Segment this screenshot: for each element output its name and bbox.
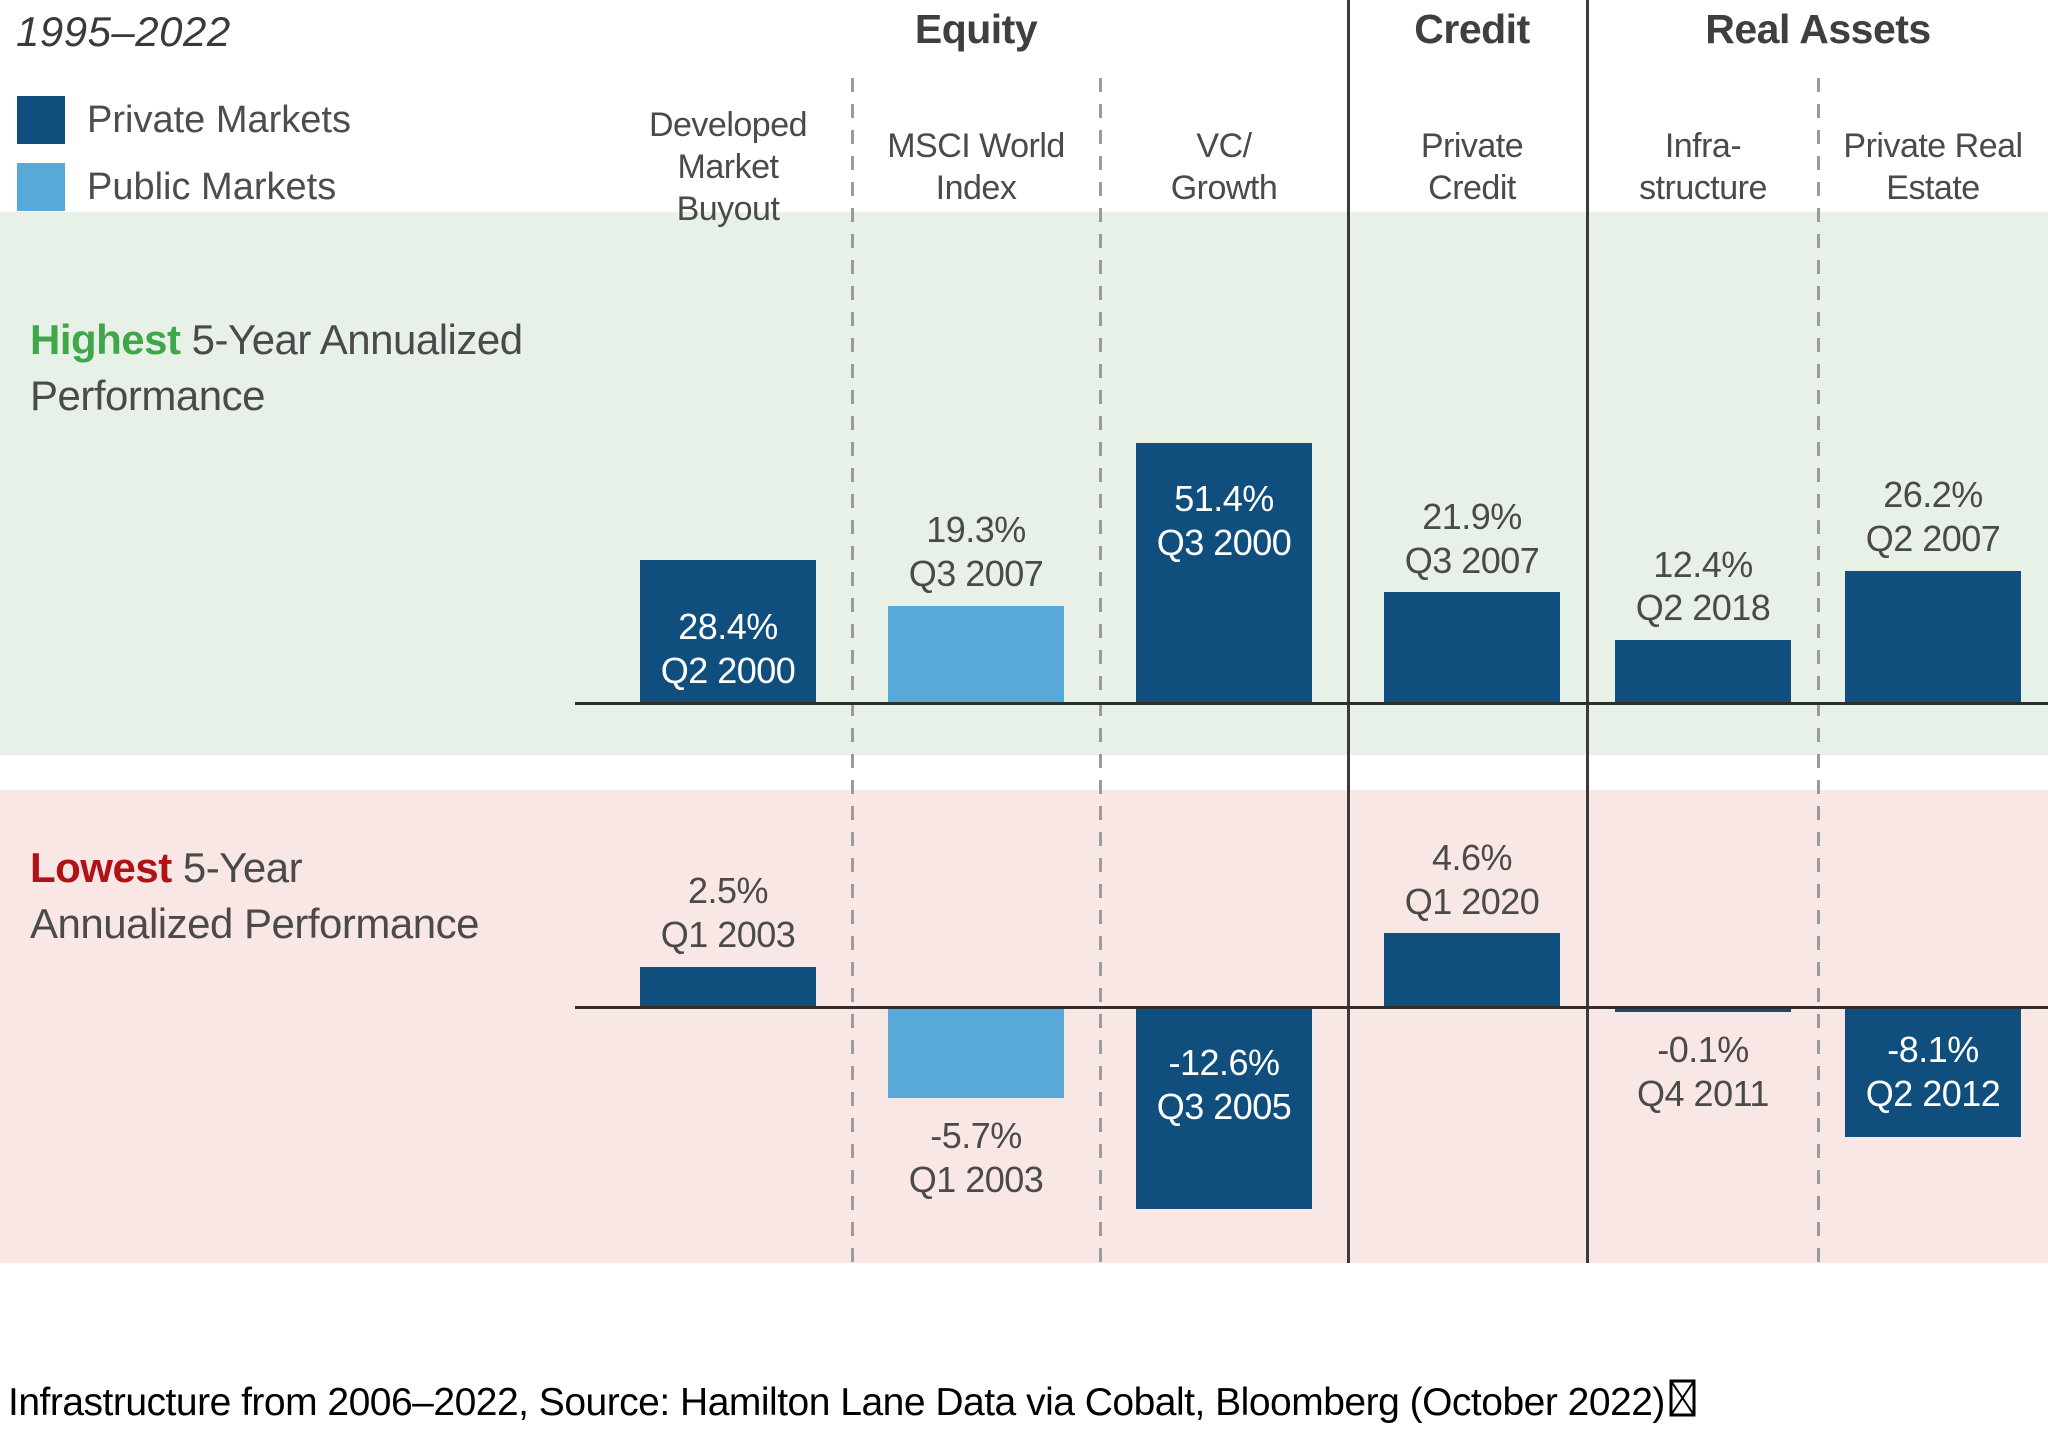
bar-lowest-2: [888, 1007, 1064, 1099]
footnote-text: Infrastructure from 2006–2022, Source: H…: [8, 1381, 1665, 1424]
bar-lowest-5: [1615, 1007, 1791, 1012]
bar-lowest-1: [640, 967, 816, 1007]
band-title-highlight: Highest: [30, 316, 181, 363]
band-title-text: Performance: [30, 372, 265, 420]
bar-label: -8.1% Q2 2012: [1865, 1028, 2001, 1114]
section-header-credit: Credit: [1414, 6, 1530, 52]
bar-lowest-6: [1845, 1007, 2021, 1137]
column-header: VC/Growth: [1170, 126, 1278, 207]
dashed-column-divider: [1098, 78, 1102, 1263]
footnote: Infrastructure from 2006–2022, Source: H…: [8, 1378, 1696, 1428]
bar-highest-2: [888, 605, 1064, 703]
missing-glyph-box: [1669, 1378, 1696, 1428]
bar-highest-5: [1615, 640, 1791, 703]
legend-swatch-public-markets: [17, 163, 65, 211]
column-header: Private Real Estate: [1843, 126, 2023, 207]
column-header: Private Credit: [1420, 126, 1524, 207]
solid-section-divider: [1586, 0, 1589, 1263]
bar-highest-4: [1384, 592, 1560, 703]
legend-swatch-private-markets: [17, 96, 65, 144]
column-header: Infra-structure: [1639, 126, 1767, 207]
bar-label: 28.4% Q2 2000: [660, 606, 796, 692]
legend-label: Public Markets: [87, 165, 337, 208]
page-title: 1995–2022: [16, 8, 231, 55]
bar-label: 51.4% Q3 2000: [1156, 478, 1292, 564]
section-header-real-assets: Real Assets: [1705, 6, 1931, 52]
bar-highest-6: [1845, 570, 2021, 703]
bar-label: -0.1% Q4 2011: [1637, 1029, 1769, 1114]
bar-lowest-4: [1384, 933, 1560, 1007]
section-header-equity: Equity: [914, 6, 1038, 52]
lowest-band-title: Lowest 5-Year Annualized Performance: [30, 840, 479, 953]
bar-label: 4.6% Q1 2020: [1404, 836, 1540, 922]
bar-highest-1: [640, 559, 816, 703]
bar-highest-3: [1136, 443, 1312, 703]
zero-baseline: [575, 702, 2048, 705]
highest-band-title: Highest 5-Year Annualized Performance: [30, 312, 523, 425]
band-title-highlight: Lowest: [30, 844, 172, 891]
band-title-text: 5-Year Annualized: [180, 316, 523, 363]
dashed-column-divider: [850, 78, 854, 1263]
zero-baseline: [575, 1006, 2048, 1009]
bar-label: 21.9% Q3 2007: [1404, 495, 1540, 581]
bar-label: -12.6% Q3 2005: [1156, 1042, 1292, 1127]
bar-label: -5.7% Q1 2003: [908, 1115, 1044, 1201]
band-title-text: Annualized Performance: [30, 900, 479, 948]
column-header: MSCI World Index: [887, 126, 1065, 207]
legend-item: Public Markets: [17, 163, 351, 211]
bar-lowest-3: [1136, 1007, 1312, 1209]
dashed-column-divider: [1816, 78, 1820, 1263]
legend-label: Private Markets: [87, 98, 351, 141]
bar-label: 19.3% Q3 2007: [908, 508, 1044, 594]
bar-label: 12.4% Q2 2018: [1635, 543, 1771, 629]
band-title-text: 5-Year: [171, 844, 303, 891]
legend-item: Private Markets: [17, 96, 351, 144]
solid-section-divider: [1346, 0, 1350, 1263]
bar-label: 2.5% Q1 2003: [660, 870, 796, 956]
column-header: Developed Market Buyout: [648, 105, 808, 229]
legend: Private Markets Public Markets: [17, 96, 351, 230]
bar-label: 26.2% Q2 2007: [1865, 473, 2001, 559]
